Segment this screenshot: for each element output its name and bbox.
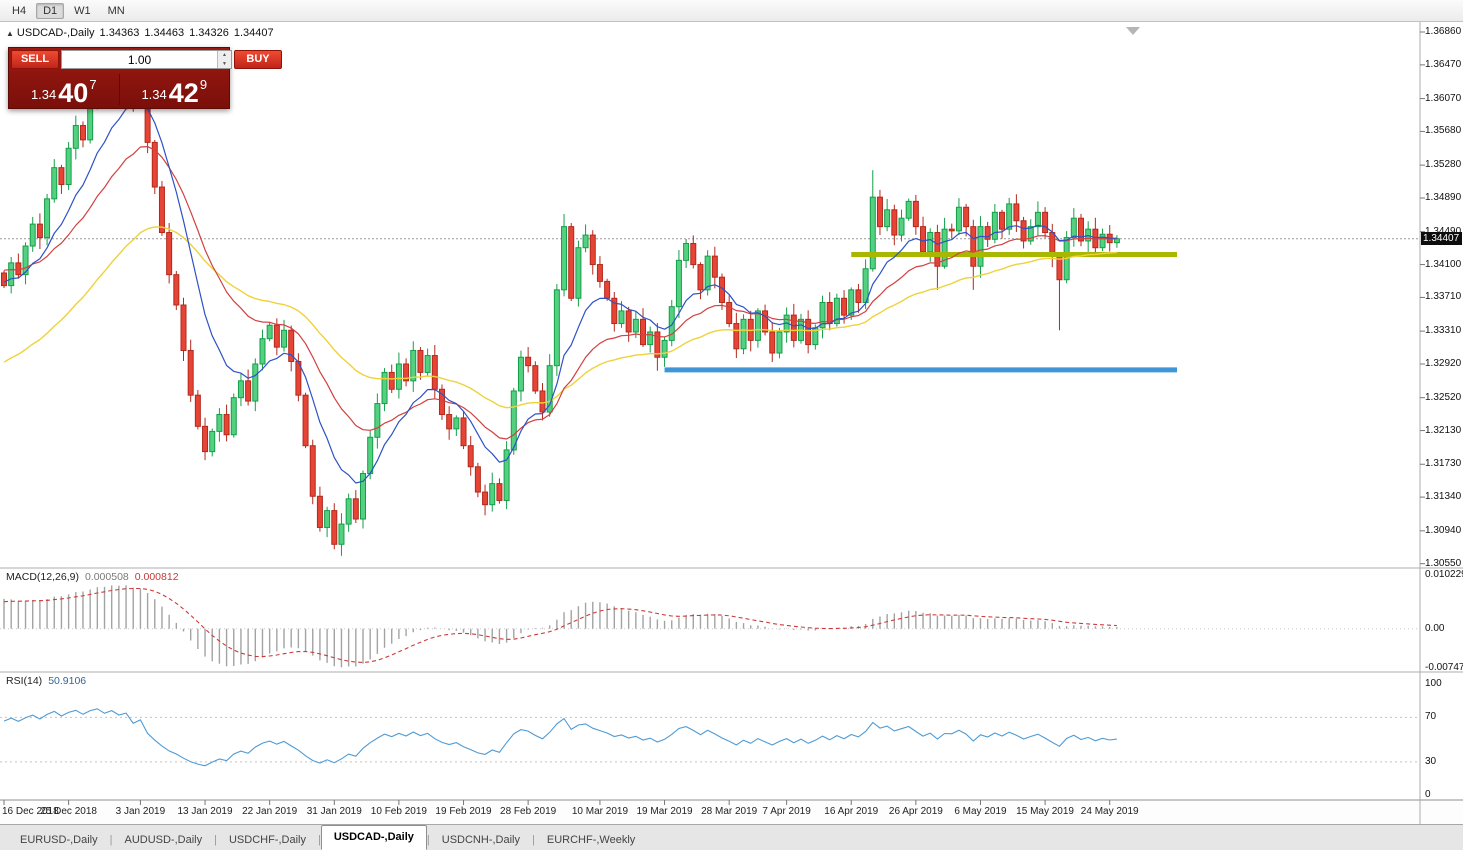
- rsi-scale-label: 30: [1425, 755, 1437, 767]
- date-axis-label: 31 Jan 2019: [306, 806, 362, 817]
- price-scale-label: 1.35680: [1425, 125, 1462, 137]
- rsi-scale-label: 100: [1425, 678, 1442, 689]
- price-scale-label: 1.30940: [1425, 524, 1462, 536]
- date-axis-label: 10 Mar 2019: [571, 806, 629, 817]
- ohlc-high: 1.34463: [144, 27, 185, 39]
- price-scale-label: 1.32520: [1425, 391, 1462, 403]
- chart-symbol-label: USDCAD-,Daily: [16, 27, 95, 39]
- price-divider: [118, 74, 120, 105]
- price-scale-label: 1.32130: [1425, 424, 1462, 436]
- chart-tab-eurchf[interactable]: EURCHF-,Weekly: [546, 834, 636, 846]
- date-axis[interactable]: [0, 800, 1463, 824]
- date-axis-label: 22 Jan 2019: [242, 806, 298, 817]
- timeframe-button-mn[interactable]: MN: [107, 4, 125, 17]
- volume-input[interactable]: [62, 51, 217, 68]
- date-axis-label: 26 Apr 2019: [888, 806, 943, 817]
- sell-price-display[interactable]: 1.34 40 7: [9, 71, 119, 108]
- price-scale-label: 1.35280: [1425, 159, 1462, 171]
- date-axis-label: 13 Jan 2019: [177, 806, 233, 817]
- macd-value: 0.000508: [84, 571, 129, 583]
- price-scale-label: 1.31340: [1425, 491, 1462, 503]
- macd-signal-value: 0.000812: [134, 571, 179, 583]
- sell-button[interactable]: SELL: [11, 50, 59, 69]
- chart-tab-usdcnh[interactable]: USDCNH-,Daily: [441, 834, 520, 846]
- date-axis-label: 16 Apr 2019: [824, 806, 879, 817]
- buy-button[interactable]: BUY: [234, 50, 282, 69]
- macd-scale-label: 0.010229: [1425, 568, 1463, 580]
- chart-tab-bar: EURUSD-,Daily | AUDUSD-,Daily | USDCHF-,Dail…: [0, 824, 1463, 850]
- ohlc-low: 1.34326: [189, 27, 229, 39]
- rsi-scale-label: 70: [1425, 711, 1437, 723]
- date-axis-label: 24 May 2019: [1080, 806, 1139, 817]
- price-scale-label: 1.33710: [1425, 291, 1462, 303]
- price-scale-label: 1.32920: [1425, 357, 1462, 369]
- symbol-direction-icon: ▲: [6, 29, 14, 38]
- timeframe-button-d1[interactable]: D1: [36, 2, 65, 19]
- chart-tab-audusd[interactable]: AUDUSD-,Daily: [124, 834, 203, 846]
- tab-separator: |: [317, 834, 321, 846]
- rsi-panel[interactable]: [0, 672, 1420, 800]
- rsi-scale-label: 0: [1425, 789, 1431, 801]
- buy-price-big: 42: [168, 77, 199, 108]
- tab-separator: |: [214, 834, 217, 846]
- buy-price-base: 1.34: [141, 87, 167, 102]
- date-axis-label: 3 Jan 2019: [115, 806, 166, 817]
- sell-price-pip: 7: [89, 77, 97, 92]
- chart-tab-usdcad[interactable]: USDCAD-,Daily: [320, 825, 427, 850]
- price-scale-label: 1.34100: [1425, 258, 1462, 270]
- rsi-name: RSI(14): [6, 675, 43, 687]
- date-axis-label: 25 Dec 2018: [40, 806, 97, 817]
- volume-increase-button[interactable]: ▲: [218, 51, 231, 60]
- macd-scale-label: 0.00: [1425, 622, 1445, 634]
- price-scale-label: 1.36070: [1425, 92, 1462, 104]
- macd-label: MACD(12,26,9) 0.000508 0.000812: [6, 571, 179, 583]
- timeframe-button-h4[interactable]: H4: [12, 4, 27, 17]
- rsi-value: 50.9106: [48, 675, 87, 687]
- buy-price-pip: 9: [199, 77, 208, 92]
- one-click-trading-widget: SELL ▲ ▼ BUY 1.34 40 7 1.34 42 9: [8, 47, 282, 109]
- current-price-badge: 1.34407: [1421, 231, 1462, 245]
- price-scale-label: 1.33310: [1425, 325, 1462, 337]
- rsi-label: RSI(14) 50.9106: [6, 675, 86, 687]
- timeframe-toolbar: H4 D1 W1 MN: [0, 0, 1463, 22]
- price-scale-label: 1.30550: [1425, 557, 1462, 569]
- chart-ohlc-header: ▲ USDCAD-,Daily 1.34363 1.34463 1.34326 1.344…: [6, 27, 279, 39]
- tab-separator: |: [532, 834, 535, 846]
- macd-name: MACD(12,26,9): [6, 571, 79, 583]
- price-scale-label: 1.31730: [1425, 458, 1462, 470]
- price-scale-label: 1.34890: [1425, 191, 1462, 203]
- date-axis-label: 28 Mar 2019: [701, 806, 758, 817]
- chart-tab-eurusd[interactable]: EURUSD-,Daily: [20, 834, 98, 846]
- price-scale-label: 1.36860: [1425, 26, 1462, 37]
- date-axis-label: 16 Dec 2018: [2, 806, 59, 817]
- sell-price-big: 40: [58, 77, 89, 108]
- sell-price-base: 1.34: [30, 87, 57, 102]
- volume-decrease-button[interactable]: ▼: [218, 59, 231, 68]
- date-axis-label: 7 Apr 2019: [762, 806, 811, 817]
- date-axis-label: 19 Mar 2019: [636, 806, 693, 817]
- ohlc-close: 1.34407: [233, 27, 274, 39]
- date-axis-label: 6 May 2019: [954, 806, 1007, 817]
- macd-panel[interactable]: [0, 568, 1420, 672]
- tab-separator: |: [109, 834, 113, 846]
- buy-price-display[interactable]: 1.34 42 9: [120, 71, 230, 108]
- price-scale-label: 1.34490: [1425, 226, 1461, 237]
- ohlc-open: 1.34363: [99, 27, 140, 39]
- volume-field: ▲ ▼: [61, 50, 232, 69]
- price-scale-label: 1.36470: [1425, 58, 1462, 70]
- macd-scale-label: -0.00747: [1425, 661, 1463, 673]
- price-scale[interactable]: [1420, 22, 1463, 824]
- date-axis-label: 10 Feb 2019: [370, 806, 427, 817]
- tab-separator: |: [426, 834, 430, 846]
- timeframe-button-w1[interactable]: W1: [74, 4, 91, 17]
- date-axis-label: 15 May 2019: [1016, 806, 1074, 817]
- chart-tab-usdchf[interactable]: USDCHF-,Daily: [228, 834, 306, 846]
- date-axis-label: 28 Feb 2019: [500, 806, 557, 817]
- date-axis-label: 19 Feb 2019: [435, 806, 492, 817]
- volume-spinner: ▲ ▼: [217, 51, 231, 68]
